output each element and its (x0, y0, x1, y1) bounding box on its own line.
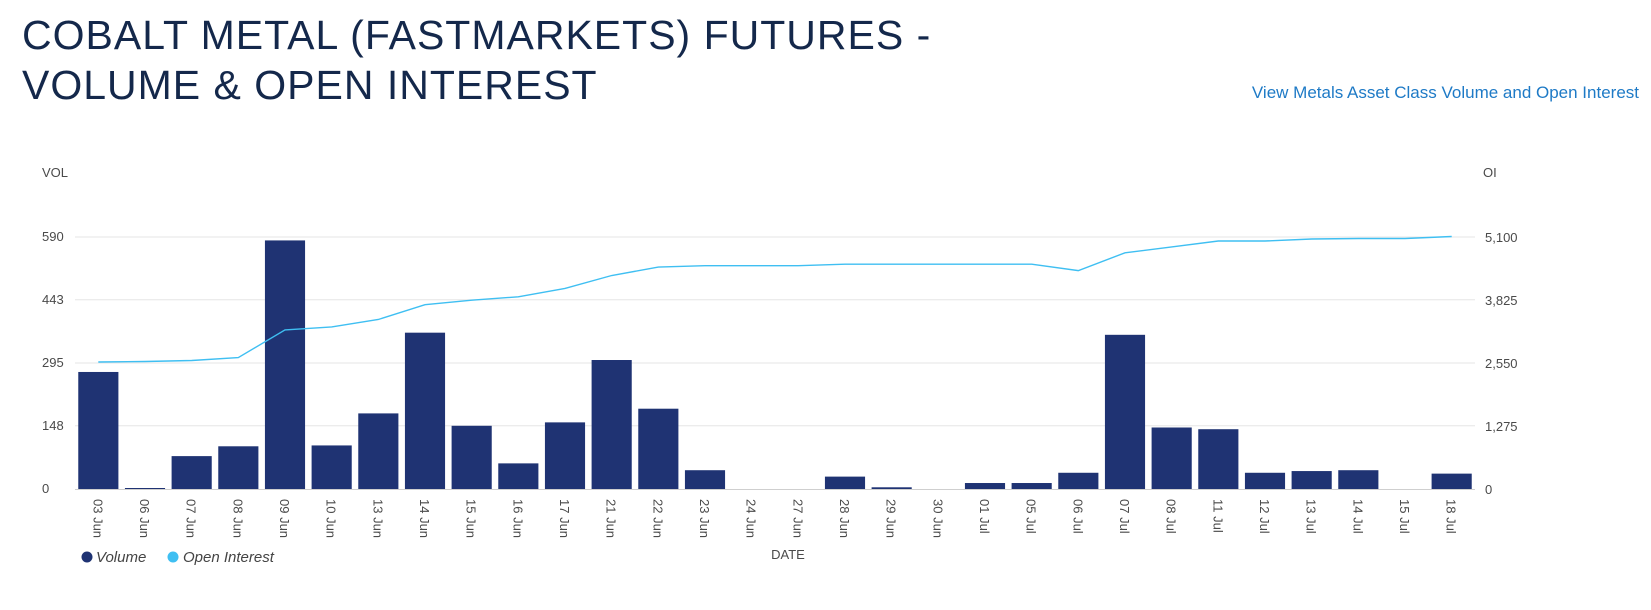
volume-bar[interactable] (638, 408, 679, 489)
volume-bar[interactable] (824, 476, 866, 489)
volume-bar[interactable] (1244, 472, 1286, 489)
x-tick-label: 14 Jul (1350, 499, 1365, 534)
grid-lines (75, 236, 1475, 490)
volume-bar[interactable] (218, 446, 259, 489)
x-tick-label: 27 Jun (790, 499, 805, 538)
volume-bar[interactable] (1431, 473, 1472, 489)
y-right-tick-label: 5,100 (1485, 230, 1518, 245)
x-tick-label: 28 Jun (837, 499, 852, 538)
x-tick-label: 14 Jun (417, 499, 432, 538)
x-tick-label: 18 Jul (1444, 499, 1459, 534)
x-tick-label: 06 Jul (1070, 499, 1085, 534)
metals-volume-oi-link[interactable]: View Metals Asset Class Volume and Open … (1251, 83, 1639, 102)
x-tick-label: 03 Jun (90, 499, 105, 538)
volume-bar[interactable] (498, 463, 539, 489)
volume-bar[interactable] (311, 445, 352, 489)
x-tick-label: 15 Jun (464, 499, 479, 538)
y-left-tick-label: 0 (42, 481, 49, 496)
x-tick-label: 07 Jun (184, 499, 199, 538)
volume-bar[interactable] (871, 487, 912, 489)
volume-bar[interactable] (451, 425, 492, 489)
x-tick-label: 08 Jun (230, 499, 245, 538)
x-axis-title: DATE (771, 547, 805, 562)
y-right-axis-title: OI (1483, 165, 1497, 180)
volume-bar[interactable] (1058, 472, 1099, 489)
volume-bar[interactable] (684, 470, 726, 489)
x-tick-label: 10 Jun (324, 499, 339, 538)
y-right-tick-label: 2,550 (1485, 356, 1518, 371)
x-tick-label: 21 Jun (604, 499, 619, 538)
volume-bar[interactable] (1104, 334, 1146, 489)
volume-bar[interactable] (404, 332, 446, 489)
y-right-tick-label: 0 (1485, 482, 1492, 497)
volume-bar[interactable] (78, 371, 119, 489)
legend-volume-marker[interactable] (81, 551, 93, 563)
volume-bar[interactable] (964, 483, 1006, 489)
legend-volume-label[interactable]: Volume (96, 549, 146, 566)
open-interest-line[interactable] (98, 235, 1452, 363)
axis-labels: 0 148 295 443 590 0 1,275 2,550 3,825 5,100 VOL OI D… (42, 165, 1518, 562)
y-right-tick-label: 1,275 (1485, 419, 1518, 434)
x-tick-label: 05 Jul (1024, 499, 1039, 534)
volume-bar[interactable] (1291, 471, 1332, 489)
volume-bar[interactable] (591, 360, 632, 489)
y-left-tick-label: 148 (42, 418, 64, 433)
y-left-tick-label: 590 (42, 229, 64, 244)
legend: Volume Open Interest (81, 549, 275, 566)
x-tick-label: 11 Jul (1210, 499, 1225, 533)
x-tick-label: 23 Jun (697, 499, 712, 538)
volume-bar[interactable] (124, 488, 166, 489)
x-tick-label: 08 Jul (1164, 499, 1179, 534)
x-tick-label: 09 Jun (277, 499, 292, 538)
x-tick-label: 22 Jun (650, 499, 665, 538)
x-tick-label: 15 Jul (1397, 499, 1412, 534)
x-tick-label: 17 Jun (557, 499, 572, 538)
x-tick-label: 07 Jul (1117, 499, 1132, 534)
x-tick-label: 30 Jun (930, 499, 945, 538)
legend-open-interest-label[interactable]: Open Interest (183, 549, 275, 566)
volume-bar[interactable] (1338, 470, 1379, 489)
y-left-axis-title: VOL (42, 165, 68, 180)
volume-bar[interactable] (1151, 427, 1192, 489)
x-tick-label: 01 Jul (977, 499, 992, 534)
volume-bar[interactable] (544, 422, 586, 489)
volume-bar[interactable] (358, 413, 399, 489)
x-tick-label: 12 Jul (1257, 499, 1272, 534)
volume-bar[interactable] (171, 456, 212, 489)
open-interest-line-group (98, 235, 1452, 363)
legend-open-interest-marker[interactable] (167, 551, 179, 563)
x-tick-label: 06 Jun (137, 499, 152, 538)
volume-bar[interactable] (1198, 429, 1239, 489)
volume-bar[interactable] (264, 240, 306, 489)
x-tick-label: 13 Jun (370, 499, 385, 538)
y-left-tick-label: 443 (42, 292, 64, 307)
page-title: COBALT METAL (FASTMARKETS) FUTURES - VOL… (22, 12, 932, 108)
x-tick-label: 24 Jun (744, 499, 759, 538)
x-tick-label: 16 Jun (510, 499, 525, 538)
volume-bar[interactable] (1011, 483, 1052, 489)
volume-bars (78, 240, 1472, 489)
x-tick-label: 29 Jun (884, 499, 899, 538)
y-left-tick-label: 295 (42, 355, 64, 370)
y-right-tick-label: 3,825 (1485, 293, 1518, 308)
x-tick-label: 13 Jul (1304, 499, 1319, 534)
